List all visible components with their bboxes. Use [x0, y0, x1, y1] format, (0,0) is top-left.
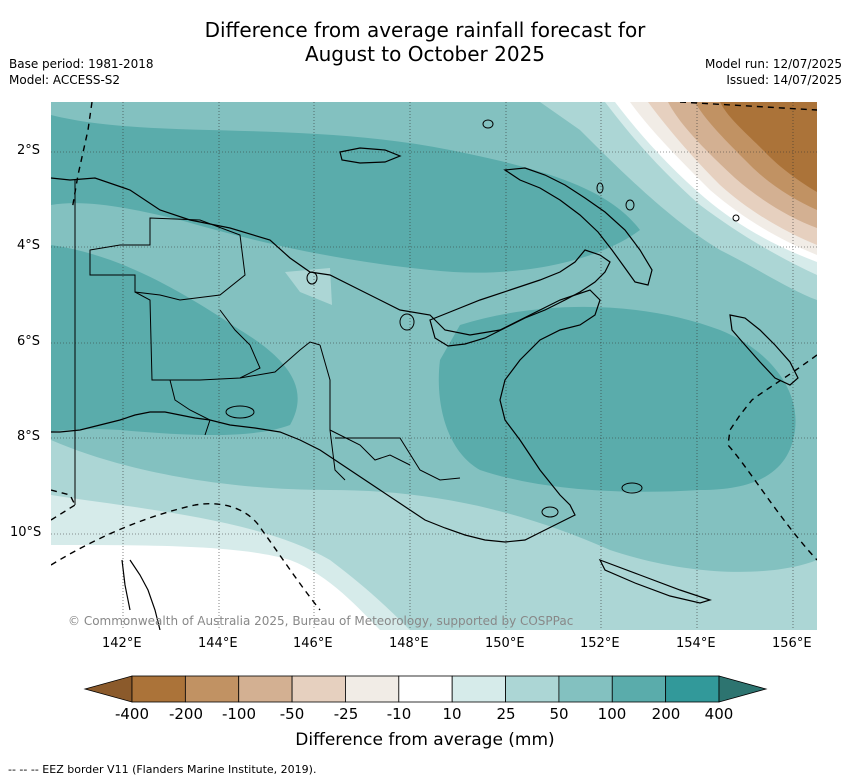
map-title: Difference from average rainfall forecas…: [0, 18, 850, 66]
model-name: Model: ACCESS-S2: [9, 73, 121, 87]
colorbar-tick-label: -50: [279, 705, 305, 723]
lon-label: 142°E: [102, 636, 142, 651]
eez-borders: [51, 102, 817, 611]
title-line-2: August to October 2025: [304, 42, 546, 66]
colorbar-tick-label: 10: [442, 705, 462, 723]
colorbar-cell: [558, 675, 613, 703]
lon-label: 144°E: [198, 636, 238, 651]
lat-label: 8°S: [17, 429, 41, 444]
new-guinea-coast: [51, 177, 601, 543]
colorbar-cell: [451, 675, 506, 703]
rainfall-contours: [51, 102, 817, 630]
colorbar-tick-label: 400: [704, 705, 734, 723]
band-north-dark: [51, 115, 640, 273]
lat-label: 10°S: [10, 525, 42, 540]
colorbar-cell: [291, 675, 346, 703]
band-south-white: [51, 545, 380, 630]
new-britain-coast: [429, 249, 611, 347]
lon-label: 146°E: [293, 636, 333, 651]
eez-legend: -- -- -- EEZ border V11 (Flanders Marine…: [8, 763, 317, 776]
colorbar-cell: [398, 675, 453, 703]
colorbar-title: Difference from average (mm): [295, 730, 555, 750]
model-run: Model run: 12/07/2025: [704, 57, 842, 71]
colorbar-cell: [131, 675, 186, 703]
lon-label: 152°E: [580, 636, 620, 651]
meta-right: Model run: 12/07/2025 Issued: 14/07/2025: [705, 56, 842, 88]
coastlines: [51, 147, 799, 630]
lon-label: 154°E: [676, 636, 716, 651]
colorbar-tick-label: 100: [597, 705, 627, 723]
colorbar-tick-label: -10: [386, 705, 412, 723]
colorbar-cell: [505, 675, 560, 703]
lat-label: 2°S: [17, 143, 41, 158]
bougainville: [729, 314, 799, 386]
band-dry-400: [715, 102, 817, 192]
colorbar-low-arrow: [83, 675, 133, 703]
band-west-dark: [51, 245, 298, 435]
meta-left: Base period: 1981-2018 Model: ACCESS-S2: [9, 56, 154, 88]
band-east-dark: [438, 306, 796, 492]
colorbar-cell: [611, 675, 667, 703]
colorbar-tick-label: 200: [651, 705, 681, 723]
ppp-islands: [598, 558, 712, 604]
colorbar-tick-label: 50: [549, 705, 569, 723]
colorbar-cell: [184, 675, 240, 703]
issued-date: Issued: 14/07/2025: [726, 73, 842, 87]
province-borders: [74, 180, 461, 505]
light-patch: [285, 268, 332, 305]
lat-label: 4°S: [17, 238, 41, 253]
colorbar: [83, 675, 768, 703]
colorbar-cell: [345, 675, 400, 703]
colorbar-tick-label: -200: [168, 705, 204, 723]
colorbar-cells: [131, 675, 720, 703]
base-period: Base period: 1981-2018: [9, 57, 154, 71]
manus-island: [339, 147, 402, 164]
cape-york: [121, 559, 161, 630]
graticule: [51, 102, 817, 630]
lon-label: 148°E: [389, 636, 429, 651]
colorbar-tick-label: -400: [114, 705, 150, 723]
new-ireland-coast: [503, 167, 653, 286]
colorbar-cell: [665, 675, 720, 703]
lat-label: 6°S: [17, 334, 41, 349]
colorbar-high-arrow: [718, 675, 768, 703]
title-line-1: Difference from average rainfall forecas…: [204, 18, 646, 42]
small-islands: [225, 119, 740, 518]
colorbar-tick-label: -100: [221, 705, 257, 723]
copyright-notice: © Commonwealth of Australia 2025, Bureau…: [68, 614, 574, 628]
colorbar-cell: [238, 675, 293, 703]
lon-label: 156°E: [772, 636, 812, 651]
colorbar-tick-label: 25: [496, 705, 516, 723]
lon-label: 150°E: [485, 636, 525, 651]
colorbar-tick-label: -25: [333, 705, 359, 723]
